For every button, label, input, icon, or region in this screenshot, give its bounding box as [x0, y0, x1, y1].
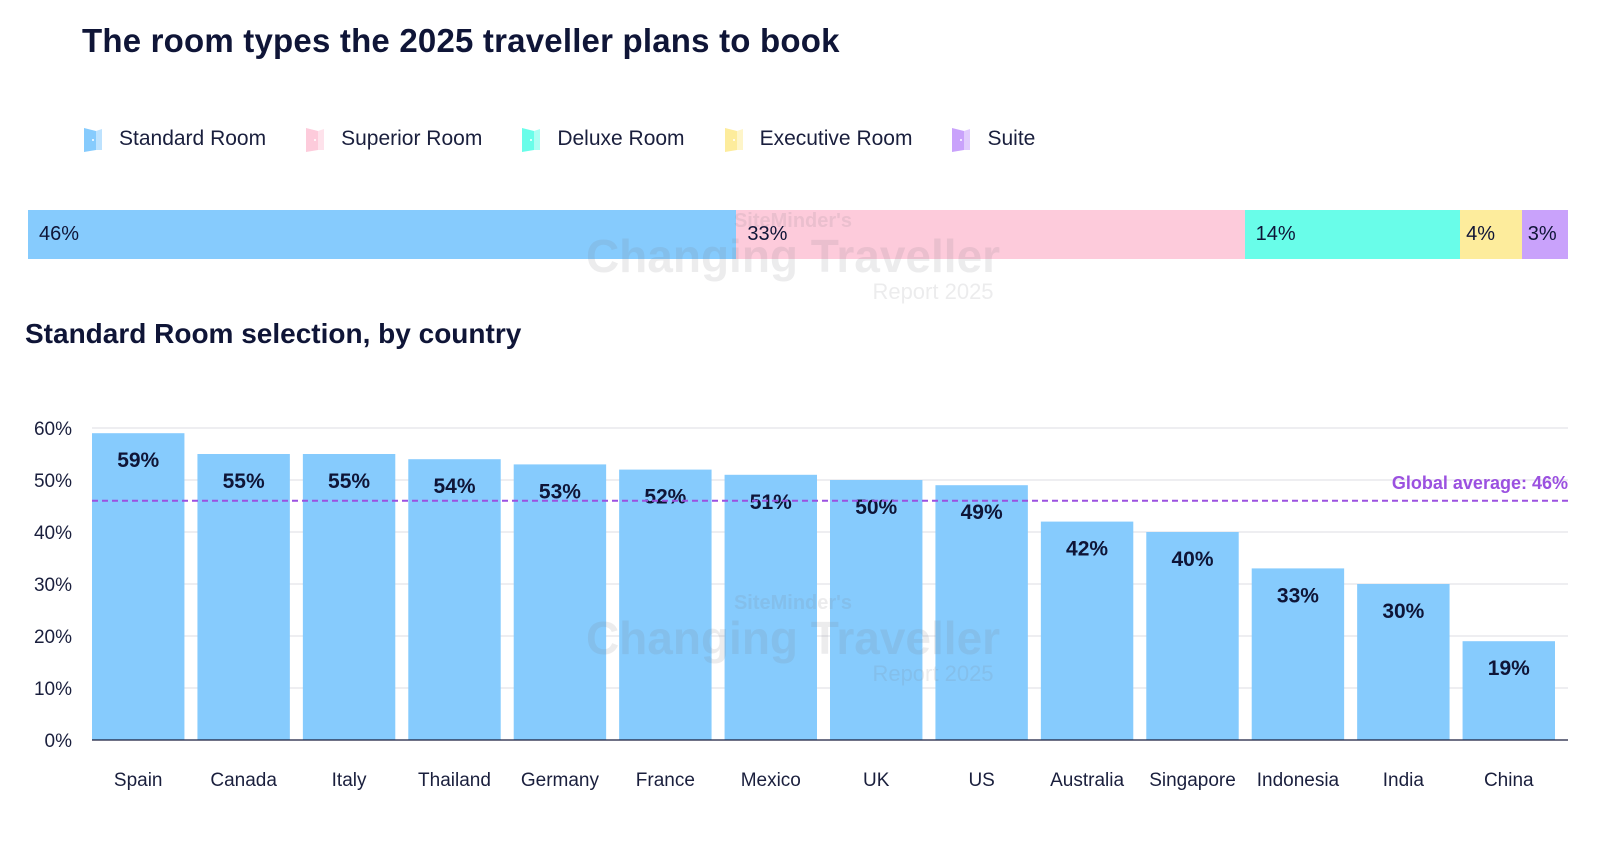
stack-segment-executive-room: 4% [1460, 210, 1522, 259]
door-knob [314, 139, 317, 141]
door-frame [736, 129, 743, 150]
stack-segment-standard-room: 46% [28, 210, 737, 259]
x-tick-label: US [968, 770, 994, 791]
stack-segment-label: 3% [1527, 223, 1557, 245]
y-tick-label: 60% [34, 419, 72, 440]
bar-australia [1040, 521, 1134, 740]
country-bar-chart: 0% 10% 20% 30% 40% 50% 60% 59% Spain 55% Canada 55%… [34, 419, 1568, 791]
legend-label: Standard Room [119, 127, 267, 150]
y-tick-label: 30% [34, 575, 72, 596]
door-frame [534, 129, 541, 150]
bar-mexico [724, 474, 817, 740]
door-frame [96, 129, 102, 150]
legend-item-standard-room: Standard Room [82, 126, 266, 152]
bar-value-label: 50% [855, 496, 897, 519]
bar-thailand [408, 459, 501, 740]
bar-value-label: 49% [961, 501, 1003, 524]
legend-item-deluxe-room: Deluxe Room [520, 126, 685, 152]
x-tick-label: Singapore [1149, 770, 1236, 791]
bar-india [1357, 584, 1450, 740]
door-frame [318, 129, 325, 150]
door-icon [522, 128, 541, 152]
stack-segment-deluxe-room: 14% [1244, 210, 1461, 259]
x-tick-label: Thailand [418, 770, 491, 791]
bar-singapore [1146, 532, 1239, 740]
bar-china [1462, 641, 1555, 740]
y-tick-label: 20% [34, 627, 72, 648]
door-knob [960, 139, 963, 141]
door-leaf [84, 128, 96, 152]
bar-value-label: 59% [117, 449, 159, 472]
bar-us [935, 485, 1028, 740]
room-type-stacked-bar: 46% 33% 14% 4% 3% [28, 210, 1568, 259]
stack-segment-label: 33% [747, 223, 788, 245]
legend-label: Superior Room [341, 127, 483, 150]
bar-value-label: 33% [1277, 584, 1319, 607]
y-tick-label: 50% [34, 471, 72, 492]
bar-value-label: 40% [1171, 548, 1213, 571]
door-icon [84, 128, 102, 152]
bar-indonesia [1251, 568, 1345, 740]
x-tick-label: Mexico [741, 770, 801, 791]
y-tick-label: 0% [45, 731, 73, 752]
stack-segment-superior-room: 33% [736, 210, 1245, 259]
x-tick-label: UK [863, 770, 890, 791]
door-frame [964, 129, 971, 150]
x-tick-label: Canada [210, 770, 277, 791]
bar-chart-title: Standard Room selection, by country [25, 318, 522, 349]
bar-value-label: 55% [328, 470, 370, 493]
stack-segment-label: 4% [1466, 223, 1496, 245]
door-knob [92, 139, 94, 141]
legend-item-executive-room: Executive Room [723, 126, 913, 152]
bar-value-label: 42% [1066, 538, 1108, 561]
chart-title: The room types the 2025 traveller plans … [82, 22, 840, 59]
x-tick-label: Australia [1050, 770, 1124, 791]
stack-segment-label: 14% [1255, 223, 1296, 245]
stack-segment-label: 46% [39, 223, 80, 245]
bar-value-label: 55% [223, 470, 265, 493]
door-leaf [522, 128, 535, 152]
door-knob [732, 139, 735, 141]
door-knob [530, 139, 533, 141]
x-tick-label: India [1383, 770, 1425, 791]
bar-canada [197, 454, 290, 740]
bar-france [619, 469, 712, 740]
global-average-label: Global average: 46% [1392, 473, 1568, 493]
x-tick-label: Germany [521, 770, 600, 791]
legend: Standard Room Superior Room Deluxe Room … [82, 124, 1073, 154]
bar-germany [513, 464, 607, 740]
legend-item-superior-room: Superior Room [304, 126, 482, 152]
door-leaf [306, 128, 319, 152]
door-leaf [952, 128, 965, 152]
bar-value-label: 53% [539, 480, 581, 503]
x-tick-label: China [1484, 770, 1534, 791]
bar-italy [302, 454, 396, 740]
legend-item-suite: Suite [950, 126, 1035, 152]
legend-label: Deluxe Room [557, 127, 685, 150]
bar-value-label: 30% [1382, 600, 1424, 623]
door-icon [952, 128, 971, 152]
door-leaf [724, 128, 737, 152]
x-tick-label: Indonesia [1257, 770, 1340, 791]
y-tick-label: 10% [34, 679, 72, 700]
bar-uk [830, 480, 923, 740]
bar-value-label: 51% [750, 491, 792, 514]
door-icon [306, 128, 325, 152]
bar-value-label: 19% [1488, 657, 1530, 680]
legend-label: Executive Room [759, 127, 913, 150]
bar-spain [92, 433, 185, 740]
y-tick-label: 40% [34, 523, 72, 544]
legend-label: Suite [987, 127, 1036, 150]
door-icon [724, 128, 743, 152]
bar-value-label: 52% [644, 486, 686, 509]
x-tick-label: France [636, 770, 695, 791]
bar-value-label: 54% [433, 475, 475, 498]
stack-segment-suite: 3% [1521, 210, 1568, 259]
watermark-line-3: Report 2025 [872, 279, 994, 304]
x-tick-label: Spain [114, 770, 163, 791]
x-tick-label: Italy [332, 770, 367, 791]
